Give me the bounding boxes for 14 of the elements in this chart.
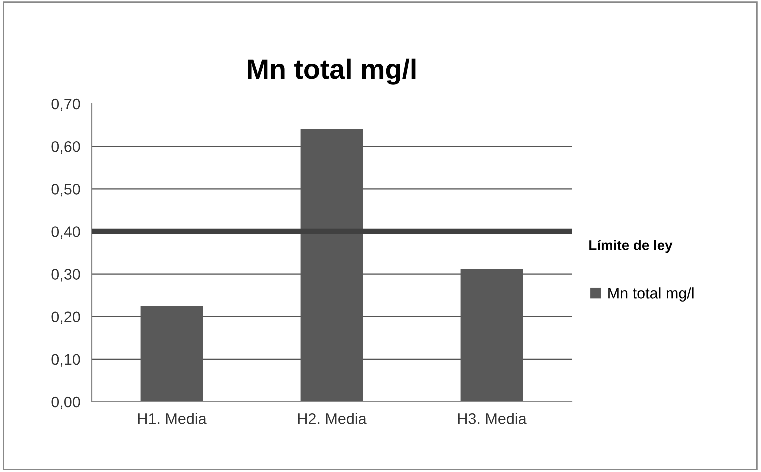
y-tick-label: 0,00 [52, 396, 80, 410]
y-tick-label: 0,60 [52, 141, 80, 154]
legend-label: Mn total mg/l [608, 288, 694, 302]
ref-line-label: Límite de ley [590, 240, 673, 254]
x-tick-label: H2. Media [298, 413, 367, 424]
x-tick-label: H3. Media [458, 413, 527, 424]
chart-title: Mn total mg/l [248, 58, 416, 85]
x-tick-label: H1. Media [138, 413, 207, 424]
y-tick-label: 0,30 [52, 269, 80, 282]
y-tick-label: 0,10 [52, 354, 80, 367]
y-tick-label: 0,20 [52, 312, 80, 324]
y-tick-label: 0,40 [52, 226, 80, 240]
y-tick-label: 0,50 [52, 184, 80, 197]
y-tick-label: 0,70 [52, 98, 80, 112]
